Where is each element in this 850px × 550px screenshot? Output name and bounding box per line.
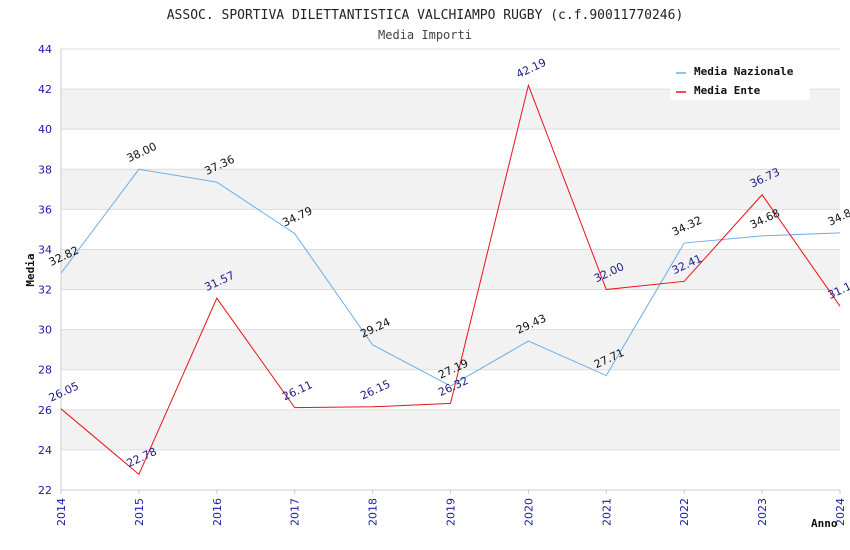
- series-line-media-nazionale: [60, 168, 841, 387]
- data-label: 26.15: [358, 377, 392, 402]
- legend: Media Nazionale Media Ente: [670, 60, 810, 100]
- x-tick-label: 2021: [600, 498, 613, 526]
- data-label: 38.00: [125, 140, 159, 165]
- grid-bands: [61, 89, 840, 450]
- x-ticks: 2014 2015 2016 2017 2018 2019 2020 2021 2022 2023…: [55, 490, 847, 526]
- y-tick-label: 30: [38, 324, 52, 337]
- y-tick-label: 44: [38, 43, 52, 56]
- y-tick-label: 22: [38, 484, 52, 497]
- x-axis-label: Anno: [811, 517, 838, 530]
- grid-band: [61, 169, 840, 210]
- x-tick-label: 2022: [678, 498, 691, 526]
- y-tick-label: 28: [38, 364, 52, 377]
- data-label: 34.68: [748, 206, 782, 231]
- legend-box: [670, 60, 810, 100]
- y-tick-label: 38: [38, 163, 52, 176]
- data-label: 26.05: [47, 379, 81, 404]
- x-tick-label: 2023: [756, 498, 769, 526]
- chart-title: ASSOC. SPORTIVA DILETTANTISTICA VALCHIAM…: [167, 8, 684, 23]
- x-tick-label: 2016: [211, 498, 224, 526]
- y-axis-label: Media: [24, 253, 37, 286]
- legend-label-media-ente: Media Ente: [694, 84, 761, 97]
- y-tick-label: 34: [38, 243, 52, 256]
- y-tick-label: 36: [38, 203, 52, 216]
- y-tick-label: 24: [38, 444, 52, 457]
- y-ticks: 22 24 26 28 30 32 34 36 38 40 42 44: [38, 43, 52, 497]
- grid-band: [61, 329, 840, 370]
- x-tick-label: 2018: [367, 498, 380, 526]
- chart-subtitle: Media Importi: [378, 28, 472, 42]
- data-label: 42.19: [514, 56, 548, 81]
- legend-label-media-nazionale: Media Nazionale: [694, 65, 794, 78]
- y-tick-label: 26: [38, 404, 52, 417]
- data-label: 26.11: [280, 378, 314, 403]
- data-label: 34.32: [670, 214, 704, 239]
- grid-lines: [61, 48, 840, 491]
- series-lines: [60, 83, 841, 476]
- series-line-media-ente: [60, 83, 841, 476]
- y-tick-label: 42: [38, 83, 52, 96]
- x-tick-label: 2017: [289, 498, 302, 526]
- x-tick-label: 2020: [522, 498, 535, 526]
- grid-band: [61, 249, 840, 290]
- y-tick-label: 40: [38, 123, 52, 136]
- x-tick-label: 2014: [55, 498, 68, 526]
- x-tick-label: 2015: [133, 498, 146, 526]
- grid-band: [61, 409, 840, 450]
- y-tick-label: 32: [38, 284, 52, 297]
- x-tick-label: 2024: [834, 498, 847, 526]
- x-tick-label: 2019: [445, 498, 458, 526]
